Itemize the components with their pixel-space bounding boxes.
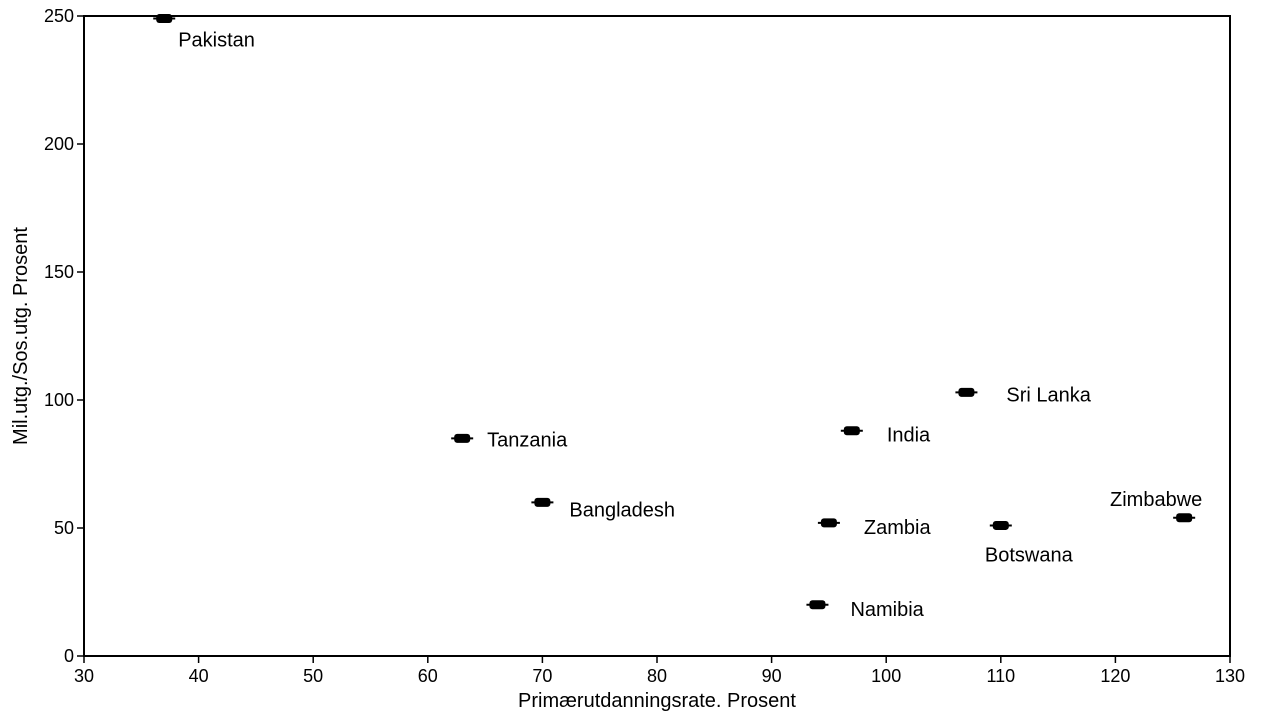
data-point-label: Bangladesh — [569, 499, 675, 521]
x-tick-label: 130 — [1215, 666, 1245, 686]
data-point-label: Botswana — [985, 544, 1074, 566]
x-tick-label: 50 — [303, 666, 323, 686]
data-point-label: Namibia — [850, 599, 924, 621]
x-tick-label: 100 — [871, 666, 901, 686]
y-tick-label: 100 — [44, 390, 74, 410]
x-axis: 30 40 50 60 70 80 90 100 110 120 130 — [74, 656, 1245, 686]
data-point-label: Pakistan — [178, 30, 255, 52]
y-tick-label: 250 — [44, 6, 74, 26]
data-point-label: Tanzania — [487, 429, 568, 451]
y-tick-label: 200 — [44, 134, 74, 154]
x-tick-label: 90 — [762, 666, 782, 686]
x-tick-label: 70 — [532, 666, 552, 686]
y-axis: 0 50 100 150 200 250 — [44, 6, 84, 666]
x-tick-label: 110 — [986, 666, 1015, 686]
y-tick-label: 150 — [44, 262, 74, 282]
data-points: Pakistan Tanzania Bangladesh India Sri Lanka… — [153, 14, 1202, 621]
x-tick-label: 40 — [189, 666, 209, 686]
y-tick-label: 0 — [64, 646, 74, 666]
x-tick-label: 30 — [74, 666, 94, 686]
x-tick-label: 120 — [1100, 666, 1130, 686]
y-axis-title: Mil.utg./Sos.utg. Prosent — [10, 227, 32, 445]
y-tick-label: 50 — [54, 518, 74, 538]
data-point-label: Zambia — [864, 517, 932, 539]
data-point-label: Sri Lanka — [1006, 384, 1091, 406]
x-tick-label: 80 — [647, 666, 667, 686]
data-point-label: Zimbabwe — [1110, 489, 1202, 511]
x-tick-label: 60 — [418, 666, 438, 686]
data-point-label: India — [887, 425, 931, 447]
x-axis-title: Primærutdanningsrate. Prosent — [518, 690, 796, 712]
